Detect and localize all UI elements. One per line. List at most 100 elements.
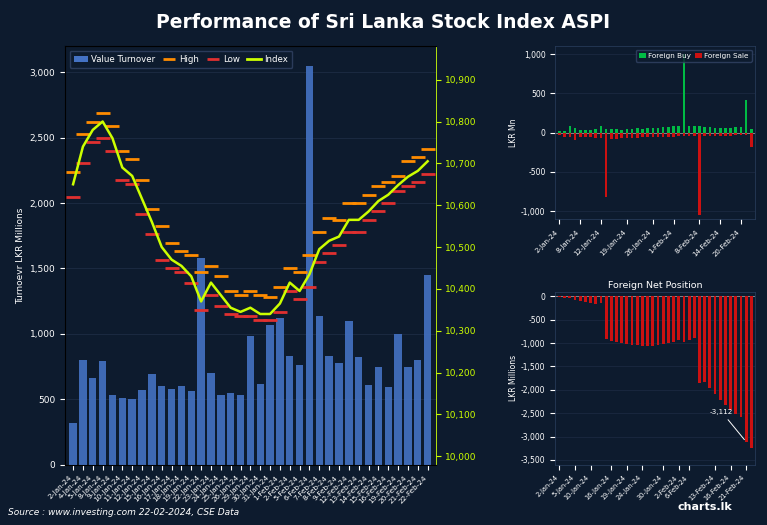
Bar <box>698 127 701 133</box>
Bar <box>584 297 587 302</box>
Y-axis label: Turnoevr LKR Millions: Turnoevr LKR Millions <box>17 207 25 303</box>
Legend: Value Turnover, High, Low, Index: Value Turnover, High, Low, Index <box>70 50 292 68</box>
Bar <box>641 297 644 345</box>
Text: Performance of Sri Lanka Stock Index ASPI: Performance of Sri Lanka Stock Index ASP… <box>156 13 611 32</box>
Bar <box>698 133 701 215</box>
Title: Foreign Net Position: Foreign Net Position <box>608 280 703 290</box>
Bar <box>734 297 737 414</box>
Bar <box>719 297 722 400</box>
Bar <box>589 297 592 303</box>
Bar <box>600 125 602 133</box>
Legend: Foreign Buy, Foreign Sale: Foreign Buy, Foreign Sale <box>636 50 752 61</box>
Bar <box>641 129 644 133</box>
Bar <box>750 129 752 133</box>
Bar <box>745 133 748 135</box>
Bar <box>626 133 628 138</box>
Bar <box>630 129 634 133</box>
Bar <box>729 128 732 133</box>
Bar <box>647 128 649 133</box>
Bar <box>750 133 752 147</box>
Bar <box>739 133 742 135</box>
Bar <box>296 365 303 465</box>
Bar <box>636 133 639 138</box>
Bar <box>197 258 205 465</box>
Bar <box>69 423 77 465</box>
Bar <box>630 133 634 138</box>
Bar <box>709 297 711 388</box>
Bar <box>724 297 727 405</box>
Bar <box>286 356 294 465</box>
Bar <box>745 100 748 133</box>
Bar <box>677 297 680 340</box>
Bar <box>729 133 732 135</box>
Bar <box>693 126 696 133</box>
Bar <box>589 130 592 133</box>
Bar <box>589 133 592 138</box>
Bar <box>89 379 97 465</box>
Bar <box>672 297 675 342</box>
Bar <box>384 387 392 465</box>
Y-axis label: LKR Millions: LKR Millions <box>509 355 518 401</box>
Bar <box>739 297 742 417</box>
Bar <box>688 133 690 136</box>
Bar <box>574 128 576 133</box>
Bar <box>563 131 566 133</box>
Bar <box>621 297 623 343</box>
Bar <box>266 325 274 465</box>
Bar <box>119 398 126 465</box>
Bar <box>247 337 254 465</box>
Bar <box>99 361 107 465</box>
Bar <box>693 133 696 136</box>
Bar <box>662 133 664 136</box>
Bar <box>636 297 639 345</box>
Bar <box>709 133 711 136</box>
Bar <box>672 127 675 133</box>
Bar <box>630 297 634 345</box>
Bar <box>563 297 566 298</box>
Bar <box>662 297 665 344</box>
Bar <box>672 133 675 136</box>
Text: charts.lk: charts.lk <box>677 501 732 512</box>
Bar <box>600 297 602 303</box>
Bar <box>688 125 690 133</box>
Bar <box>594 297 597 304</box>
Y-axis label: LKR Mn: LKR Mn <box>509 119 518 147</box>
Bar <box>651 133 654 137</box>
Bar <box>657 133 660 137</box>
Bar <box>178 386 185 465</box>
Bar <box>729 297 732 410</box>
Bar <box>584 133 587 138</box>
Bar <box>626 129 628 133</box>
Bar <box>558 131 561 133</box>
Bar <box>424 275 431 465</box>
Bar <box>574 133 576 140</box>
Bar <box>625 297 628 344</box>
Bar <box>563 133 566 136</box>
Bar <box>605 133 607 197</box>
Bar <box>188 392 195 465</box>
Bar <box>306 66 313 465</box>
Bar <box>579 297 581 301</box>
Bar <box>579 130 581 133</box>
Bar <box>568 133 571 138</box>
Bar <box>148 374 156 465</box>
Bar <box>79 360 87 465</box>
Bar <box>683 54 685 133</box>
Bar <box>714 133 716 136</box>
Bar <box>641 133 644 138</box>
Bar <box>610 129 613 133</box>
Bar <box>735 127 737 133</box>
Bar <box>375 366 382 465</box>
Bar <box>615 129 617 133</box>
Bar <box>703 133 706 136</box>
Bar <box>657 128 660 133</box>
Bar <box>636 128 639 133</box>
Bar <box>713 297 716 394</box>
Bar <box>610 133 613 139</box>
Bar <box>719 128 722 133</box>
Bar <box>129 399 136 465</box>
Bar <box>365 385 372 465</box>
Bar <box>594 129 597 133</box>
Bar <box>724 133 726 135</box>
Bar <box>207 373 215 465</box>
